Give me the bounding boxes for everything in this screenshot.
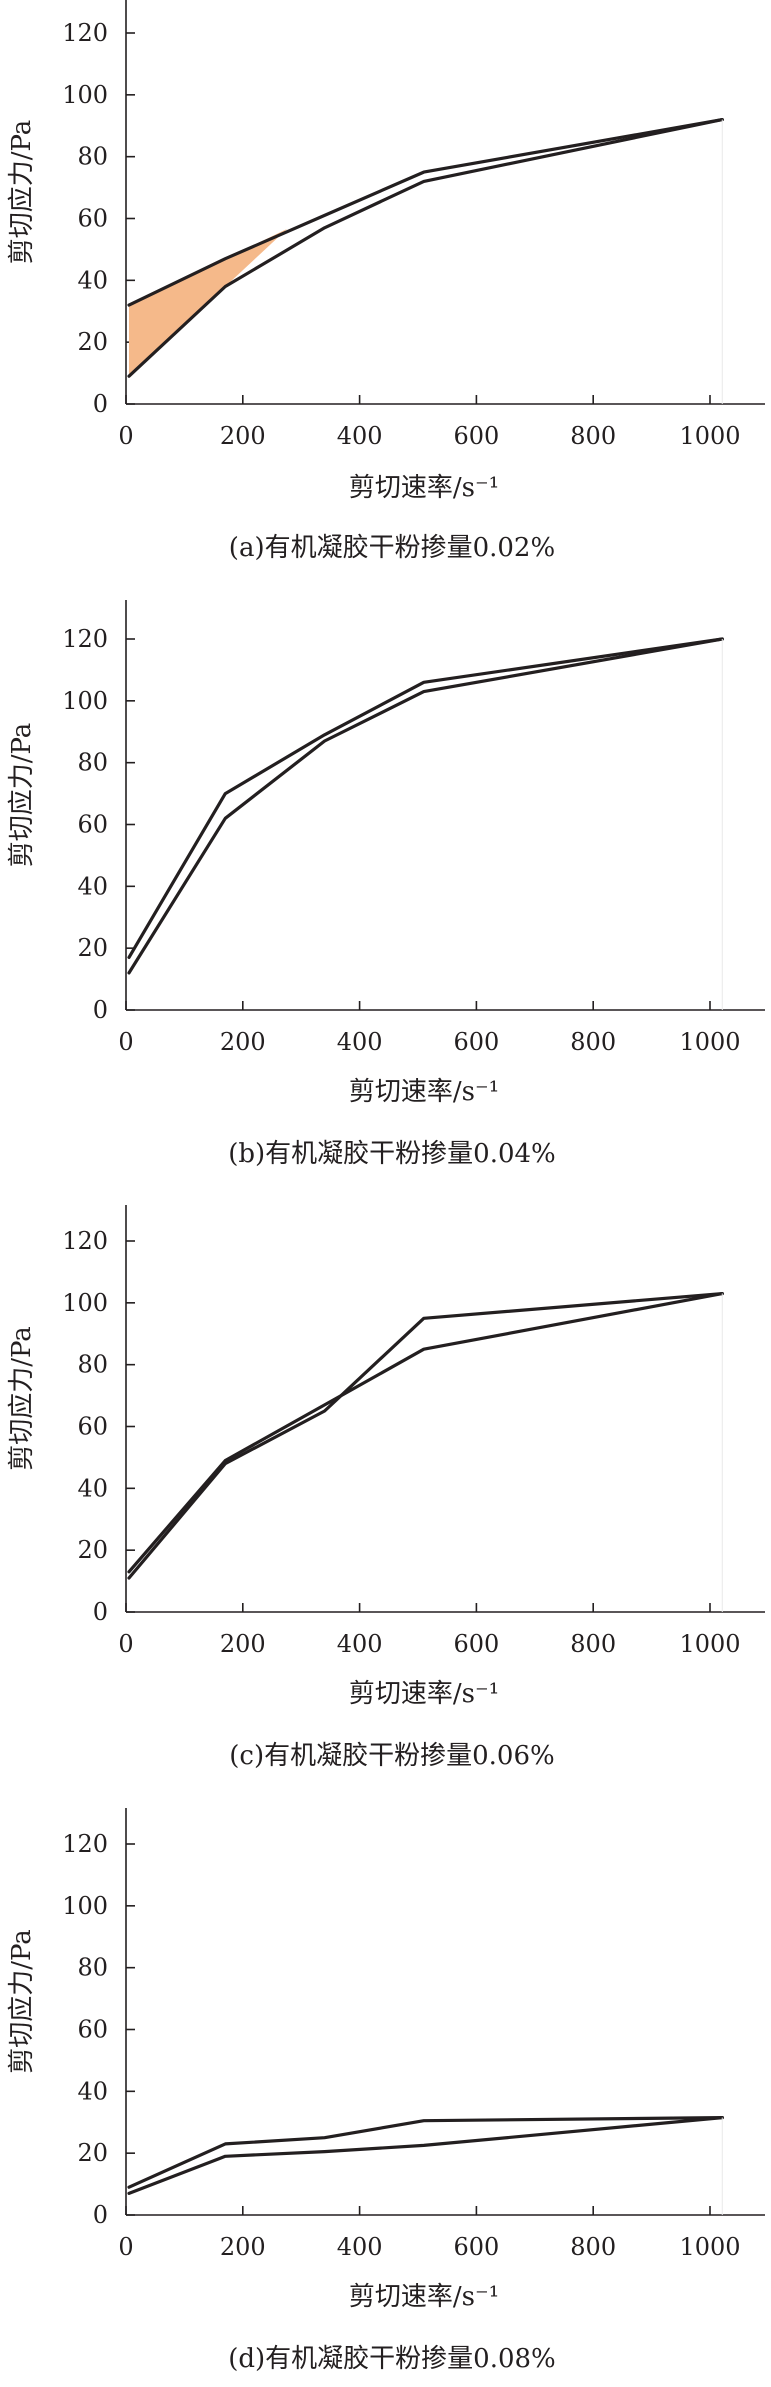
y-axis-label: 剪切应力/Pa [7,1929,37,2074]
x-tick-label: 1000 [679,2233,740,2261]
y-tick-label: 20 [77,2139,108,2167]
chart-panel-d: 0 20 40 60 80 100 120 0 200 400 600 800 1000 剪切应力/Pa 剪… [7,1808,765,2374]
y-tick-label: 40 [77,2077,108,2105]
x-tick-label: 200 [220,2233,266,2261]
y-tick-label: 20 [77,934,108,962]
panel-caption: (a)有机凝胶干粉掺量0.02% [229,533,555,563]
y-tick-label: 120 [62,19,108,47]
x-tick-label: 0 [118,422,133,450]
panel-caption: (b)有机凝胶干粉掺量0.04% [228,1139,556,1169]
x-tick-label: 600 [453,1630,499,1658]
x-tick-label: 600 [453,422,499,450]
series-line-2 [127,118,724,307]
x-tick-label: 1000 [679,422,740,450]
x-tick-label: 1000 [679,1630,740,1658]
y-tick-label: 100 [62,1289,108,1317]
y-axis-label: 剪切应力/Pa [7,120,37,265]
y-tick-label: 120 [62,625,108,653]
x-tick-label: 200 [220,1630,266,1658]
series-line-2 [127,2116,724,2195]
series-line-2 [127,637,724,959]
x-axis-label: 剪切速率/s⁻¹ [349,473,499,503]
y-tick-label: 60 [77,811,108,839]
x-tick-label: 600 [453,1028,499,1056]
y-tick-label: 40 [77,872,108,900]
x-axis-label: 剪切速率/s⁻¹ [349,2282,499,2312]
y-tick-label: 100 [62,81,108,109]
y-tick-label: 20 [77,328,108,356]
y-tick-label: 80 [77,749,108,777]
series-line-1 [127,2116,724,2189]
x-tick-label: 200 [220,1028,266,1056]
x-tick-label: 800 [570,422,616,450]
y-tick-label: 0 [93,996,108,1024]
series-line-1 [127,1292,724,1580]
series-line-1 [127,637,724,975]
y-tick-label: 0 [93,390,108,418]
chart-panel-b: 0 20 40 60 80 100 120 0 200 400 600 800 1000 剪切应力/Pa 剪… [7,600,765,1169]
y-tick-label: 80 [77,1954,108,1982]
y-tick-label: 40 [77,266,108,294]
y-tick-label: 60 [77,2016,108,2044]
y-tick-label: 100 [62,687,108,715]
chart-panel-a: 0 20 40 60 80 100 120 0 200 400 600 800 1000 剪切应力/Pa 剪… [7,0,765,563]
x-tick-label: 0 [118,1630,133,1658]
y-tick-label: 80 [77,1351,108,1379]
x-tick-label: 800 [570,1630,616,1658]
y-tick-label: 80 [77,143,108,171]
x-tick-label: 0 [118,1028,133,1056]
y-axis-label: 剪切应力/Pa [7,723,37,868]
x-axis-label: 剪切速率/s⁻¹ [349,1679,499,1709]
y-tick-label: 40 [77,1474,108,1502]
x-axis-label: 剪切速率/s⁻¹ [349,1077,499,1107]
x-tick-label: 600 [453,2233,499,2261]
x-tick-label: 200 [220,422,266,450]
y-tick-label: 120 [62,1227,108,1255]
x-tick-label: 800 [570,1028,616,1056]
y-tick-label: 100 [62,1892,108,1920]
y-tick-label: 120 [62,1830,108,1858]
y-tick-label: 60 [77,205,108,233]
panel-caption: (d)有机凝胶干粉掺量0.08% [228,2344,556,2374]
series-line-2 [127,1292,724,1574]
x-tick-label: 1000 [679,1028,740,1056]
series-line-1 [127,118,724,378]
x-tick-label: 800 [570,2233,616,2261]
panel-caption: (c)有机凝胶干粉掺量0.06% [229,1741,554,1771]
y-tick-label: 0 [93,1598,108,1626]
y-tick-label: 0 [93,2201,108,2229]
y-axis-label: 剪切应力/Pa [7,1326,37,1471]
x-tick-label: 400 [337,1028,383,1056]
x-tick-label: 400 [337,422,383,450]
x-tick-label: 400 [337,1630,383,1658]
x-tick-label: 400 [337,2233,383,2261]
y-tick-label: 20 [77,1536,108,1564]
x-tick-label: 0 [118,2233,133,2261]
chart-panel-c: 0 20 40 60 80 100 120 0 200 400 600 800 1000 剪切应力/Pa 剪… [7,1205,765,1771]
y-tick-label: 60 [77,1413,108,1441]
